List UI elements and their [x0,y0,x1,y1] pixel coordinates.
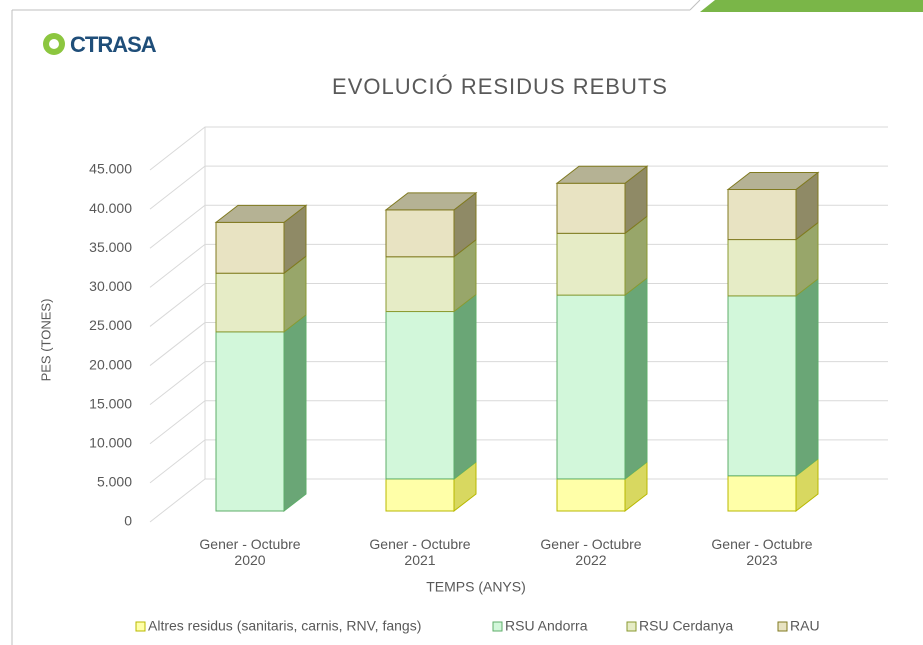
y-tick-label: 15.000 [89,395,132,411]
frame [689,0,701,11]
bar-segment [385,311,455,480]
legend-label: RSU Cerdanya [639,618,733,634]
logo: CTRASA [70,32,157,57]
bar-side [624,277,648,480]
bar-segment [215,272,285,333]
bar-side [283,313,307,513]
y-tick-label: 0 [124,513,132,529]
bar-side [453,293,477,480]
y-tick-label: 10.000 [89,434,132,450]
bar-top [726,172,820,191]
grid-line [149,126,888,171]
chart-title: EVOLUCIÓ RESIDUS REBUTS [332,74,668,99]
x-axis-title: TEMPS (ANYS) [426,579,526,595]
legend-label: RSU Andorra [505,618,588,634]
bar-segment [727,295,797,477]
x-tick-label: Gener - Octubre 2021 [369,536,471,568]
bar-segment [215,331,285,512]
y-tick-label: 30.000 [89,278,132,294]
bar-segment [385,209,455,258]
y-tick-label: 5.000 [97,474,132,490]
bar-segment [215,221,285,274]
bar-segment [385,256,455,313]
bar-segment [727,239,797,297]
legend-swatch [626,621,637,632]
y-axis-title: PES (TONES) [38,299,53,382]
bar-segment [556,294,626,480]
x-tick-label: Gener - Octubre 2023 [711,536,813,568]
bar-segment [727,475,797,512]
bar-segment [556,182,626,234]
legend-swatch [135,621,146,632]
y-tick-label: 45.000 [89,161,132,177]
legend-label: Altres residus (sanitaris, carnis, RNV, … [148,618,421,634]
corner-decoration [700,0,923,12]
bar-segment [556,232,626,296]
y-tick-label: 20.000 [89,356,132,372]
y-tick-label: 25.000 [89,317,132,333]
y-tick-label: 40.000 [89,200,132,216]
y-tick-label: 35.000 [89,239,132,255]
logo-icon [49,39,59,49]
legend-swatch [777,621,788,632]
legend-label: RAU [790,618,820,634]
bar-top [214,204,308,223]
x-tick-label: Gener - Octubre 2020 [199,536,301,568]
bar-segment [727,189,797,241]
bar-side [795,277,819,477]
bar-top [384,192,478,211]
x-tick-label: Gener - Octubre 2022 [540,536,642,568]
bar-segment [556,478,626,512]
legend-swatch [492,621,503,632]
bar-top [555,165,649,184]
bar-segment [385,478,455,512]
